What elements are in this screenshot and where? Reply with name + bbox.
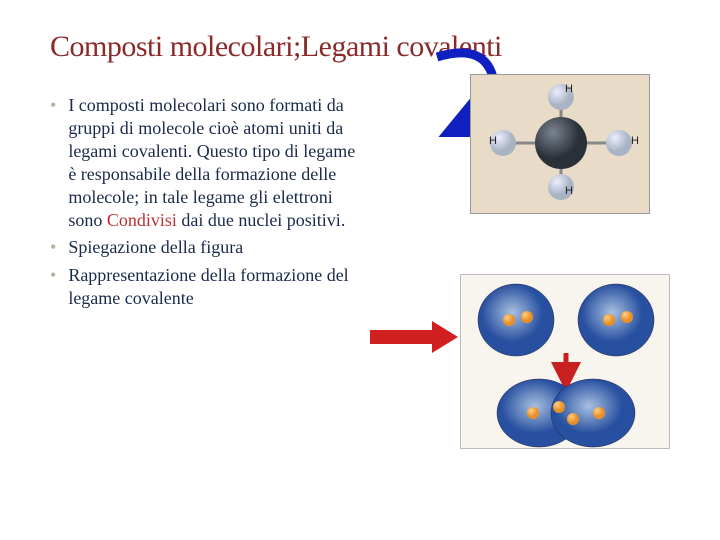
bond-figure: [460, 274, 670, 449]
molecule-svg: [471, 75, 651, 215]
atom-label: H: [489, 135, 497, 147]
molecule-figure: H H H H: [470, 74, 650, 214]
bullet-text: Rappresentazione della formazione del le…: [68, 264, 360, 310]
bond-svg: [461, 275, 671, 450]
bullet-item: • I composti molecolari sono formati da …: [50, 94, 360, 232]
bullet-text: Spiegazione della figura: [68, 236, 243, 259]
atom-label: H: [565, 185, 573, 197]
atom-label: H: [631, 135, 639, 147]
bullet-text-after: dai due nuclei positivi.: [177, 210, 345, 230]
content-row: • I composti molecolari sono formati da …: [50, 94, 690, 314]
bullet-marker: •: [50, 264, 56, 310]
bullet-item: • Rappresentazione della formazione del …: [50, 264, 360, 310]
red-arrow-icon: [370, 319, 460, 355]
slide-title: Composti molecolari;Legami covalenti: [50, 30, 690, 64]
bullet-marker: •: [50, 236, 56, 259]
bullet-text: I composti molecolari sono formati da gr…: [68, 94, 360, 232]
atom-label: H: [565, 83, 573, 95]
bullet-highlight: Condivisi: [107, 210, 177, 230]
figures-column: HHHH: [380, 94, 690, 314]
text-column: • I composti molecolari sono formati da …: [50, 94, 360, 314]
bullet-marker: •: [50, 94, 56, 232]
bullet-item: • Spiegazione della figura: [50, 236, 360, 259]
